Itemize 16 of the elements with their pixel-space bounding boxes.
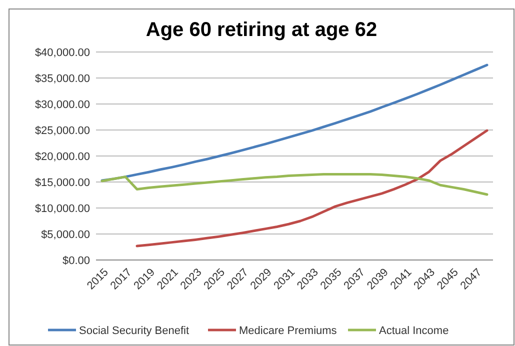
y-tick-label: $25,000.00 <box>34 124 90 137</box>
legend-label: Medicare Premiums <box>239 324 338 337</box>
y-tick-label: $40,000.00 <box>34 46 90 59</box>
line-series <box>136 129 488 248</box>
y-tick-label: $20,000.00 <box>34 150 90 163</box>
y-tick-label: $5,000.00 <box>41 228 90 241</box>
line-series <box>100 64 488 182</box>
line-series <box>100 172 488 196</box>
y-tick-label: $15,000.00 <box>34 176 90 189</box>
y-tick-label: $35,000.00 <box>34 72 90 85</box>
y-tick-label: $30,000.00 <box>34 98 90 111</box>
y-tick-label: $10,000.00 <box>34 202 90 215</box>
legend-label: Actual Income <box>379 324 449 337</box>
legend-label: Social Security Benefit <box>79 324 190 337</box>
chart-title: Age 60 retiring at age 62 <box>146 19 378 41</box>
y-tick-label: $0.00 <box>62 254 90 267</box>
